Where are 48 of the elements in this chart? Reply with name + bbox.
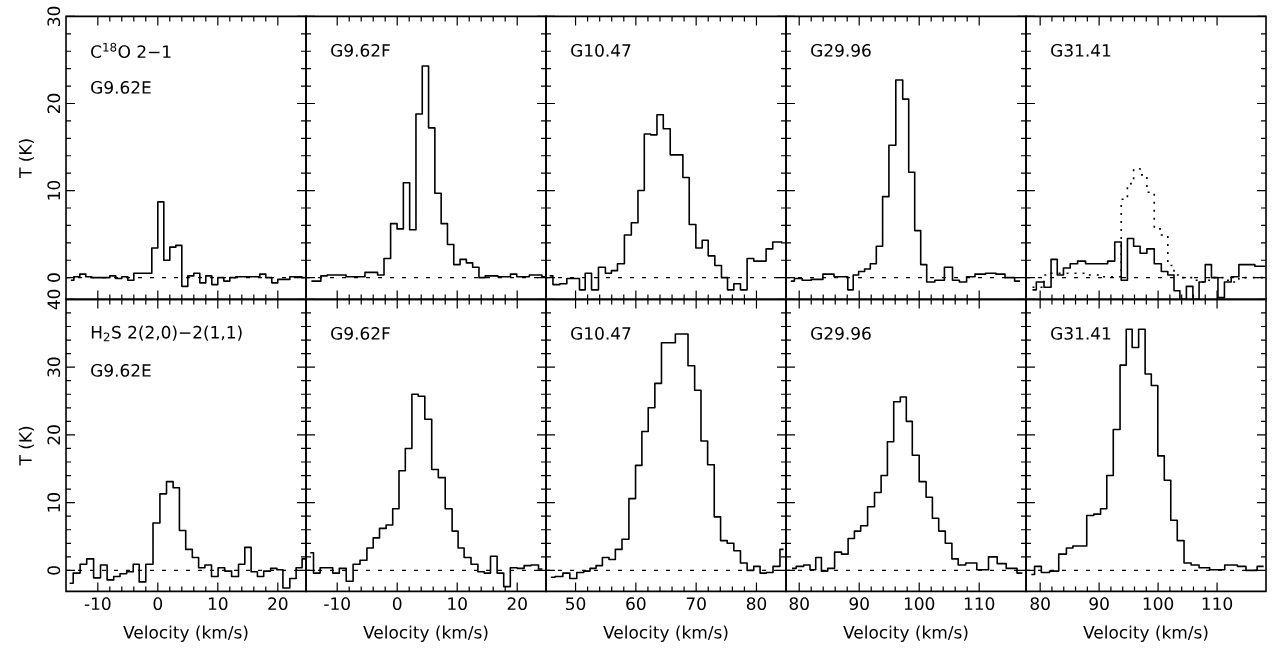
x-tick-label: 0: [153, 597, 163, 610]
text: G31.41: [1051, 43, 1111, 57]
x-tick-label: 10: [448, 597, 467, 610]
x-tick-label: 50: [566, 597, 586, 610]
y-tick-label: 20: [47, 93, 61, 113]
x-tick-label: 100: [1143, 597, 1174, 610]
x-tick-label: 0: [392, 597, 402, 610]
text: G9.62E: [91, 363, 151, 377]
text: G9.62F: [331, 326, 390, 340]
x-tick-label: 80: [1030, 597, 1050, 610]
y-tick-label: 10: [47, 492, 61, 512]
x-tick-label: -10: [84, 597, 111, 610]
x-tick-label: -10: [324, 597, 350, 610]
y-axis-title: T (K): [18, 139, 34, 178]
y-axis-title: T (K): [18, 426, 34, 466]
y-tick-label: 20: [47, 425, 61, 445]
x-tick-label: 10: [208, 597, 228, 610]
x-axis-title: Velocity (km/s): [363, 625, 488, 642]
y-tick-label: 0: [47, 273, 61, 282]
text: G10.47: [571, 326, 631, 340]
text: G29.96: [811, 43, 871, 57]
x-tick-label: 60: [626, 597, 646, 610]
annotation: H$_{2}$S 2(2,0)−2(1,1): [91, 325, 242, 342]
x-axis-title: Velocity (km/s): [1083, 625, 1208, 642]
text: G10.47: [571, 43, 631, 57]
y-tick-label: 0: [47, 565, 61, 575]
x-tick-label: 110: [964, 597, 995, 610]
x-tick-label: 80: [746, 597, 767, 610]
x-axis-title: Velocity (km/s): [603, 625, 728, 642]
x-tick-label: 20: [268, 597, 288, 610]
y-tick-label: 40: [47, 289, 61, 310]
text: G29.96: [811, 326, 871, 340]
x-tick-label: 100: [904, 597, 935, 610]
annotation: C$^{18}$O 2−1: [91, 42, 171, 58]
text: G31.41: [1051, 326, 1111, 340]
x-tick-label: 20: [507, 597, 527, 610]
x-axis-title: Velocity (km/s): [843, 625, 968, 642]
x-axis-title: Velocity (km/s): [123, 625, 248, 642]
y-tick-label: 10: [47, 180, 61, 200]
text: G9.62F: [331, 43, 390, 57]
x-tick-label: 110: [1202, 597, 1233, 610]
x-tick-label: 90: [849, 597, 869, 610]
x-tick-label: 90: [1089, 597, 1109, 610]
y-tick-label: 30: [47, 6, 61, 26]
text: G9.62E: [91, 80, 151, 94]
x-tick-label: 70: [686, 597, 706, 610]
x-tick-label: 80: [789, 597, 809, 610]
y-tick-label: 30: [47, 357, 61, 377]
